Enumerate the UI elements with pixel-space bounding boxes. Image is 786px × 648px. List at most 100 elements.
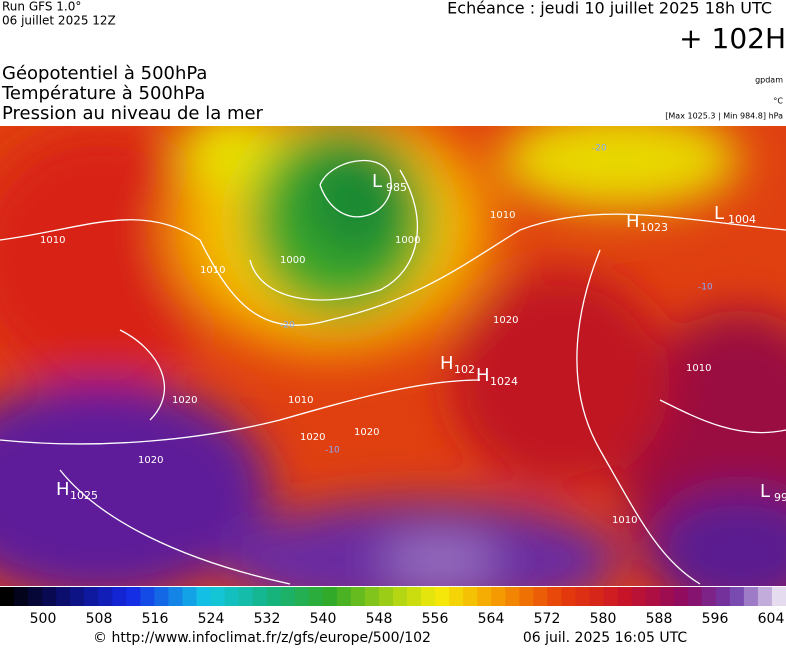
source-url: © http://www.infoclimat.fr/z/gfs/europe/…	[93, 630, 431, 646]
isobar-label: 1010	[40, 235, 65, 246]
unit: gpdam	[755, 76, 783, 85]
colorbar-swatch	[519, 587, 534, 606]
colorbar-swatch	[771, 587, 786, 606]
colorbar-swatch	[322, 587, 338, 606]
colorbar-tick-label: 564	[478, 611, 505, 627]
colorbar-tick-label: 508	[86, 611, 113, 627]
colorbar-swatch	[589, 587, 605, 606]
colorbar-tick-label: 572	[534, 611, 561, 627]
colorbar-tick-label: 524	[198, 611, 225, 627]
colorbar-swatch	[280, 587, 296, 606]
colorbar-swatch	[98, 587, 113, 606]
temperature-label: -20	[280, 321, 295, 331]
isobar-label: 1000	[395, 235, 420, 246]
pressure-center-symbol: H	[476, 365, 490, 386]
pressure-center-value: 99	[774, 491, 786, 504]
temperature-label: -10	[325, 446, 340, 456]
colorbar-tick-label: 516	[142, 611, 169, 627]
colorbar-swatch	[547, 587, 562, 606]
isobar-label: 1010	[288, 395, 313, 406]
colorbar-swatch	[140, 587, 155, 606]
colorbar-swatch	[645, 587, 661, 606]
colorbar-swatch	[421, 587, 436, 606]
echeance: Echéance : jeudi 10 juillet 2025 18h UTC	[447, 0, 772, 18]
colorbar-tick-label: 596	[702, 611, 729, 627]
pressure-center-symbol: H	[626, 211, 640, 232]
colorbar-tick-label: 556	[422, 611, 449, 627]
colorbar-swatch	[42, 587, 57, 606]
isobar-label: 1020	[354, 427, 379, 438]
colorbar-swatch	[715, 587, 731, 606]
colorbar-swatch	[266, 587, 282, 606]
isobar-label: 1020	[300, 432, 325, 443]
colorbar-swatch	[603, 587, 619, 606]
colorbar-swatch	[224, 587, 240, 606]
colorbar-swatch	[84, 587, 99, 606]
colorbar-swatch	[575, 587, 590, 606]
colorbar-tick-label: 588	[646, 611, 673, 627]
colorbar-swatch	[168, 587, 183, 606]
colorbar-swatch	[336, 587, 352, 606]
colorbar-swatch	[294, 587, 310, 606]
colorbar-swatch	[757, 587, 773, 606]
temperature-label: -10	[698, 283, 713, 293]
pressure-center-symbol: L	[372, 171, 382, 192]
colorbar-tick-label: 580	[590, 611, 617, 627]
colorbar-swatch	[687, 587, 703, 606]
run-date: 06 juillet 2025 12Z	[2, 14, 116, 28]
pressure-center-value: 1023	[640, 221, 668, 234]
colorbar-swatch	[477, 587, 492, 606]
pressure-center-value: 1025	[70, 489, 98, 502]
pressure-center-symbol: H	[56, 479, 70, 500]
colorbar-swatch	[729, 587, 745, 606]
isobar-label: 1020	[172, 395, 197, 406]
colorbar-swatch	[28, 587, 43, 606]
colorbar-swatch	[70, 587, 85, 606]
colorbar-swatch	[505, 587, 520, 606]
colorbar-swatch	[393, 587, 408, 606]
isobar-label: 1010	[200, 265, 225, 276]
colorbar-swatch	[378, 587, 394, 606]
colorbar-swatch	[56, 587, 71, 606]
pressure-center-value: 1024	[490, 375, 518, 388]
legend-line: Température à 500hPa	[1, 83, 205, 104]
colorbar-tick-label: 532	[254, 611, 281, 627]
colorbar-tick-label: 540	[310, 611, 337, 627]
colorbar-swatch	[112, 587, 127, 606]
colorbar-swatch	[364, 587, 380, 606]
isobar-label: 1000	[280, 255, 305, 266]
isobar-label: 1020	[138, 455, 163, 466]
colorbar-swatch	[561, 587, 576, 606]
pressure-center-value: 985	[386, 181, 407, 194]
pressure-center-symbol: H	[440, 353, 454, 374]
legend-line: Géopotentiel à 500hPa	[2, 63, 207, 84]
pressure-center-symbol: L	[714, 203, 724, 224]
colorbar-swatch	[617, 587, 633, 606]
colorbar-swatch	[407, 587, 422, 606]
colorbar-swatch	[308, 587, 324, 606]
colorbar-swatch	[435, 587, 450, 606]
colorbar-swatch	[449, 587, 464, 606]
lead-time: + 102H	[679, 22, 786, 55]
colorbar-swatch	[533, 587, 548, 606]
colorbar-swatch	[0, 587, 15, 606]
colorbar-tick-label: 604	[758, 611, 785, 627]
colorbar-swatch	[743, 587, 759, 606]
colorbar-swatch	[238, 587, 254, 606]
unit: [Max 1025.3 | Min 984.8] hPa	[665, 112, 783, 121]
colorbar-swatch	[182, 587, 197, 606]
colorbar-tick-label: 548	[366, 611, 393, 627]
colorbar-swatch	[673, 587, 689, 606]
isobar-label: 1010	[686, 363, 711, 374]
colorbar-swatch	[631, 587, 647, 606]
colorbar-swatch	[154, 587, 169, 606]
pressure-center-symbol: L	[760, 481, 770, 502]
colorbar-swatch	[252, 587, 268, 606]
map	[0, 126, 786, 586]
pressure-center-value: 1004	[728, 213, 756, 226]
temperature-label: -20	[592, 144, 607, 154]
colorbar-swatch	[659, 587, 675, 606]
colorbar-tick-label: 500	[30, 611, 57, 627]
